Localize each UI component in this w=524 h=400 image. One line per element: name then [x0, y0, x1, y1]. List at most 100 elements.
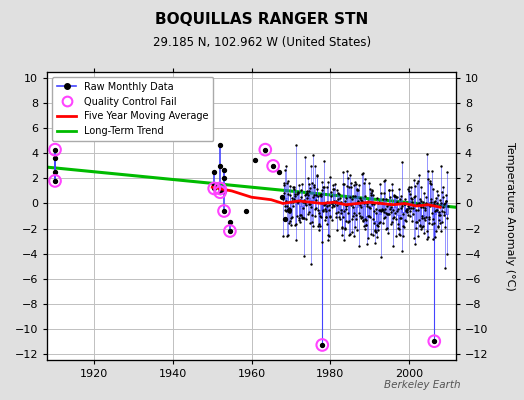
Point — [315, 210, 323, 216]
Point — [334, 196, 342, 202]
Point — [419, 199, 427, 206]
Point — [299, 253, 308, 260]
Point — [343, 202, 352, 208]
Point — [362, 222, 370, 228]
Point — [406, 190, 414, 197]
Point — [285, 206, 293, 213]
Point — [301, 154, 309, 160]
Point — [397, 203, 406, 210]
Point — [411, 193, 419, 199]
Point — [421, 214, 430, 220]
Point — [321, 217, 329, 224]
Point — [307, 204, 315, 210]
Point — [414, 172, 423, 178]
Point — [424, 168, 432, 174]
Point — [311, 204, 320, 211]
Legend: Raw Monthly Data, Quality Control Fail, Five Year Moving Average, Long-Term Tren: Raw Monthly Data, Quality Control Fail, … — [52, 77, 213, 141]
Point — [357, 171, 366, 178]
Point — [404, 186, 412, 193]
Point — [347, 229, 356, 235]
Point — [297, 194, 305, 200]
Point — [216, 142, 224, 148]
Point — [338, 232, 346, 239]
Point — [381, 196, 390, 202]
Point — [410, 177, 418, 183]
Point — [341, 225, 349, 231]
Point — [226, 228, 234, 234]
Point — [368, 200, 376, 207]
Point — [375, 199, 383, 206]
Point — [335, 200, 344, 206]
Point — [312, 197, 320, 203]
Point — [357, 204, 365, 210]
Point — [337, 210, 345, 217]
Point — [435, 197, 444, 204]
Point — [411, 219, 420, 226]
Point — [377, 190, 385, 196]
Point — [329, 182, 337, 188]
Point — [283, 191, 292, 198]
Point — [389, 207, 398, 213]
Point — [430, 338, 439, 344]
Point — [314, 227, 323, 233]
Point — [384, 230, 392, 236]
Point — [409, 202, 418, 208]
Point — [390, 214, 398, 220]
Point — [330, 203, 339, 209]
Point — [359, 200, 368, 206]
Point — [426, 180, 434, 186]
Point — [403, 206, 411, 212]
Point — [226, 228, 234, 234]
Point — [332, 202, 341, 208]
Point — [332, 214, 340, 220]
Point — [369, 215, 377, 222]
Point — [210, 169, 219, 175]
Point — [220, 208, 228, 214]
Point — [370, 220, 378, 226]
Point — [312, 192, 321, 198]
Point — [402, 208, 411, 214]
Point — [291, 221, 300, 228]
Point — [51, 169, 59, 175]
Point — [378, 200, 386, 206]
Point — [434, 212, 443, 219]
Point — [290, 196, 298, 202]
Point — [298, 180, 306, 187]
Point — [332, 210, 341, 216]
Point — [408, 199, 416, 205]
Point — [430, 338, 439, 344]
Point — [275, 169, 283, 175]
Point — [370, 208, 378, 214]
Point — [329, 186, 337, 192]
Point — [418, 213, 426, 220]
Point — [282, 162, 290, 169]
Point — [383, 224, 391, 231]
Point — [352, 181, 361, 187]
Point — [394, 206, 402, 212]
Point — [441, 265, 449, 272]
Point — [286, 208, 294, 215]
Point — [356, 213, 364, 220]
Point — [358, 198, 366, 204]
Point — [345, 184, 353, 190]
Point — [367, 187, 376, 193]
Point — [429, 186, 438, 192]
Point — [363, 201, 372, 207]
Point — [368, 188, 377, 194]
Point — [387, 221, 396, 227]
Point — [442, 198, 450, 204]
Point — [306, 220, 314, 226]
Point — [404, 203, 412, 210]
Point — [347, 184, 356, 190]
Point — [356, 214, 365, 221]
Point — [309, 223, 318, 229]
Point — [345, 218, 354, 224]
Point — [328, 217, 336, 224]
Point — [413, 180, 421, 186]
Point — [311, 163, 320, 169]
Point — [442, 198, 451, 204]
Point — [314, 192, 322, 199]
Point — [286, 182, 294, 189]
Point — [389, 215, 397, 222]
Point — [315, 220, 323, 227]
